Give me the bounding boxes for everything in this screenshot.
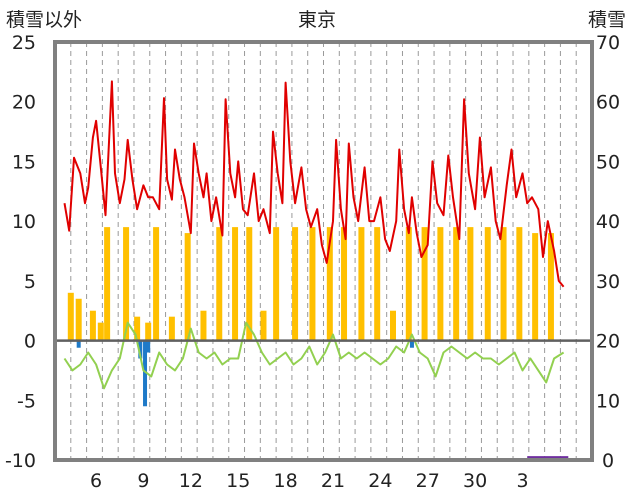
precip-bar-24 (405, 227, 412, 341)
x-tick-label: 3 (516, 470, 528, 492)
left-axis-title: 積雪以外 (6, 9, 82, 31)
precip-bar-1 (75, 298, 82, 341)
precip-bar-25 (421, 227, 428, 341)
precip-bar-6 (134, 316, 141, 341)
plot-frame (53, 40, 594, 462)
left-tick-label: -5 (17, 390, 36, 412)
precip-bar-5 (123, 227, 130, 341)
right-axis-title: 積雪 (588, 9, 626, 31)
precip-bar-29 (484, 227, 491, 341)
x-tick-label: 21 (321, 470, 345, 492)
right-tick-label: 50 (596, 151, 620, 173)
left-tick-label: 20 (12, 92, 36, 114)
x-tick-label: 15 (226, 470, 250, 492)
right-tick-label: 70 (596, 32, 620, 54)
precip-bar-16 (273, 227, 280, 341)
x-tick-label: 24 (368, 470, 392, 492)
precip-bar-23 (389, 310, 396, 341)
wind-bar-4 (409, 340, 414, 348)
green-line (63, 321, 565, 390)
wind-bar-1 (138, 340, 143, 359)
left-tick-label: 25 (12, 32, 36, 54)
left-tick-label: 15 (12, 151, 36, 173)
precip-bar-15 (260, 310, 267, 341)
series-lines (63, 80, 569, 460)
precip-bar-0 (67, 292, 74, 341)
x-tick-label: 9 (137, 470, 149, 492)
wind-bar-2 (143, 340, 148, 407)
precip-bar-12 (216, 227, 223, 341)
precip-bar-17 (292, 227, 299, 341)
precip-bar-13 (232, 227, 239, 341)
precip-bar-19 (326, 227, 333, 341)
precip-bars (67, 227, 554, 341)
x-tick-label: 27 (416, 470, 440, 492)
chart-title: 東京 (298, 9, 336, 31)
precip-bar-33 (547, 233, 554, 341)
precip-bar-26 (437, 227, 444, 341)
precip-bar-27 (453, 227, 460, 341)
precip-bar-7 (145, 322, 152, 341)
precip-bar-3 (97, 322, 104, 341)
right-tick-label: 20 (596, 331, 620, 353)
left-tick-label: 0 (24, 331, 36, 353)
precip-bar-10 (184, 233, 191, 341)
wind-bar-3 (146, 340, 151, 353)
right-tick-label: 60 (596, 92, 620, 114)
x-axis-ticks: 6 9 12 15 18 21 24 27 30 3 (90, 470, 529, 492)
right-tick-label: 30 (596, 271, 620, 293)
left-tick-label: 5 (24, 271, 36, 293)
x-tick-label: 30 (463, 470, 487, 492)
right-axis-ticks: 70 60 50 40 30 20 10 0 (596, 32, 620, 472)
x-tick-label: 6 (90, 470, 102, 492)
left-tick-label: 10 (12, 211, 36, 233)
left-axis-ticks: 25 20 15 10 5 0 -5 -10 (5, 32, 36, 472)
precip-bar-14 (246, 227, 253, 341)
x-tick-label: 18 (274, 470, 298, 492)
precip-bar-21 (358, 227, 365, 341)
right-tick-label: 40 (596, 211, 620, 233)
x-tick-label: 12 (179, 470, 203, 492)
precip-bar-2 (89, 310, 96, 341)
precip-bar-18 (309, 227, 316, 341)
right-tick-label: 10 (596, 390, 620, 412)
precip-bar-22 (374, 227, 381, 341)
precip-bar-11 (200, 310, 207, 341)
precip-bar-20 (341, 227, 348, 341)
red-line (63, 80, 565, 288)
precip-bar-32 (532, 233, 539, 341)
wind-bars (76, 340, 414, 407)
precip-bar-8 (153, 227, 160, 341)
left-tick-label: -10 (5, 450, 36, 472)
precip-bar-31 (516, 227, 523, 341)
precip-bar-30 (500, 227, 507, 341)
precip-bar-28 (467, 227, 474, 341)
precip-bar-9 (168, 316, 175, 341)
wind-bar-0 (76, 340, 81, 348)
precip-bar-4 (104, 227, 111, 341)
right-tick-label: 0 (602, 450, 614, 472)
